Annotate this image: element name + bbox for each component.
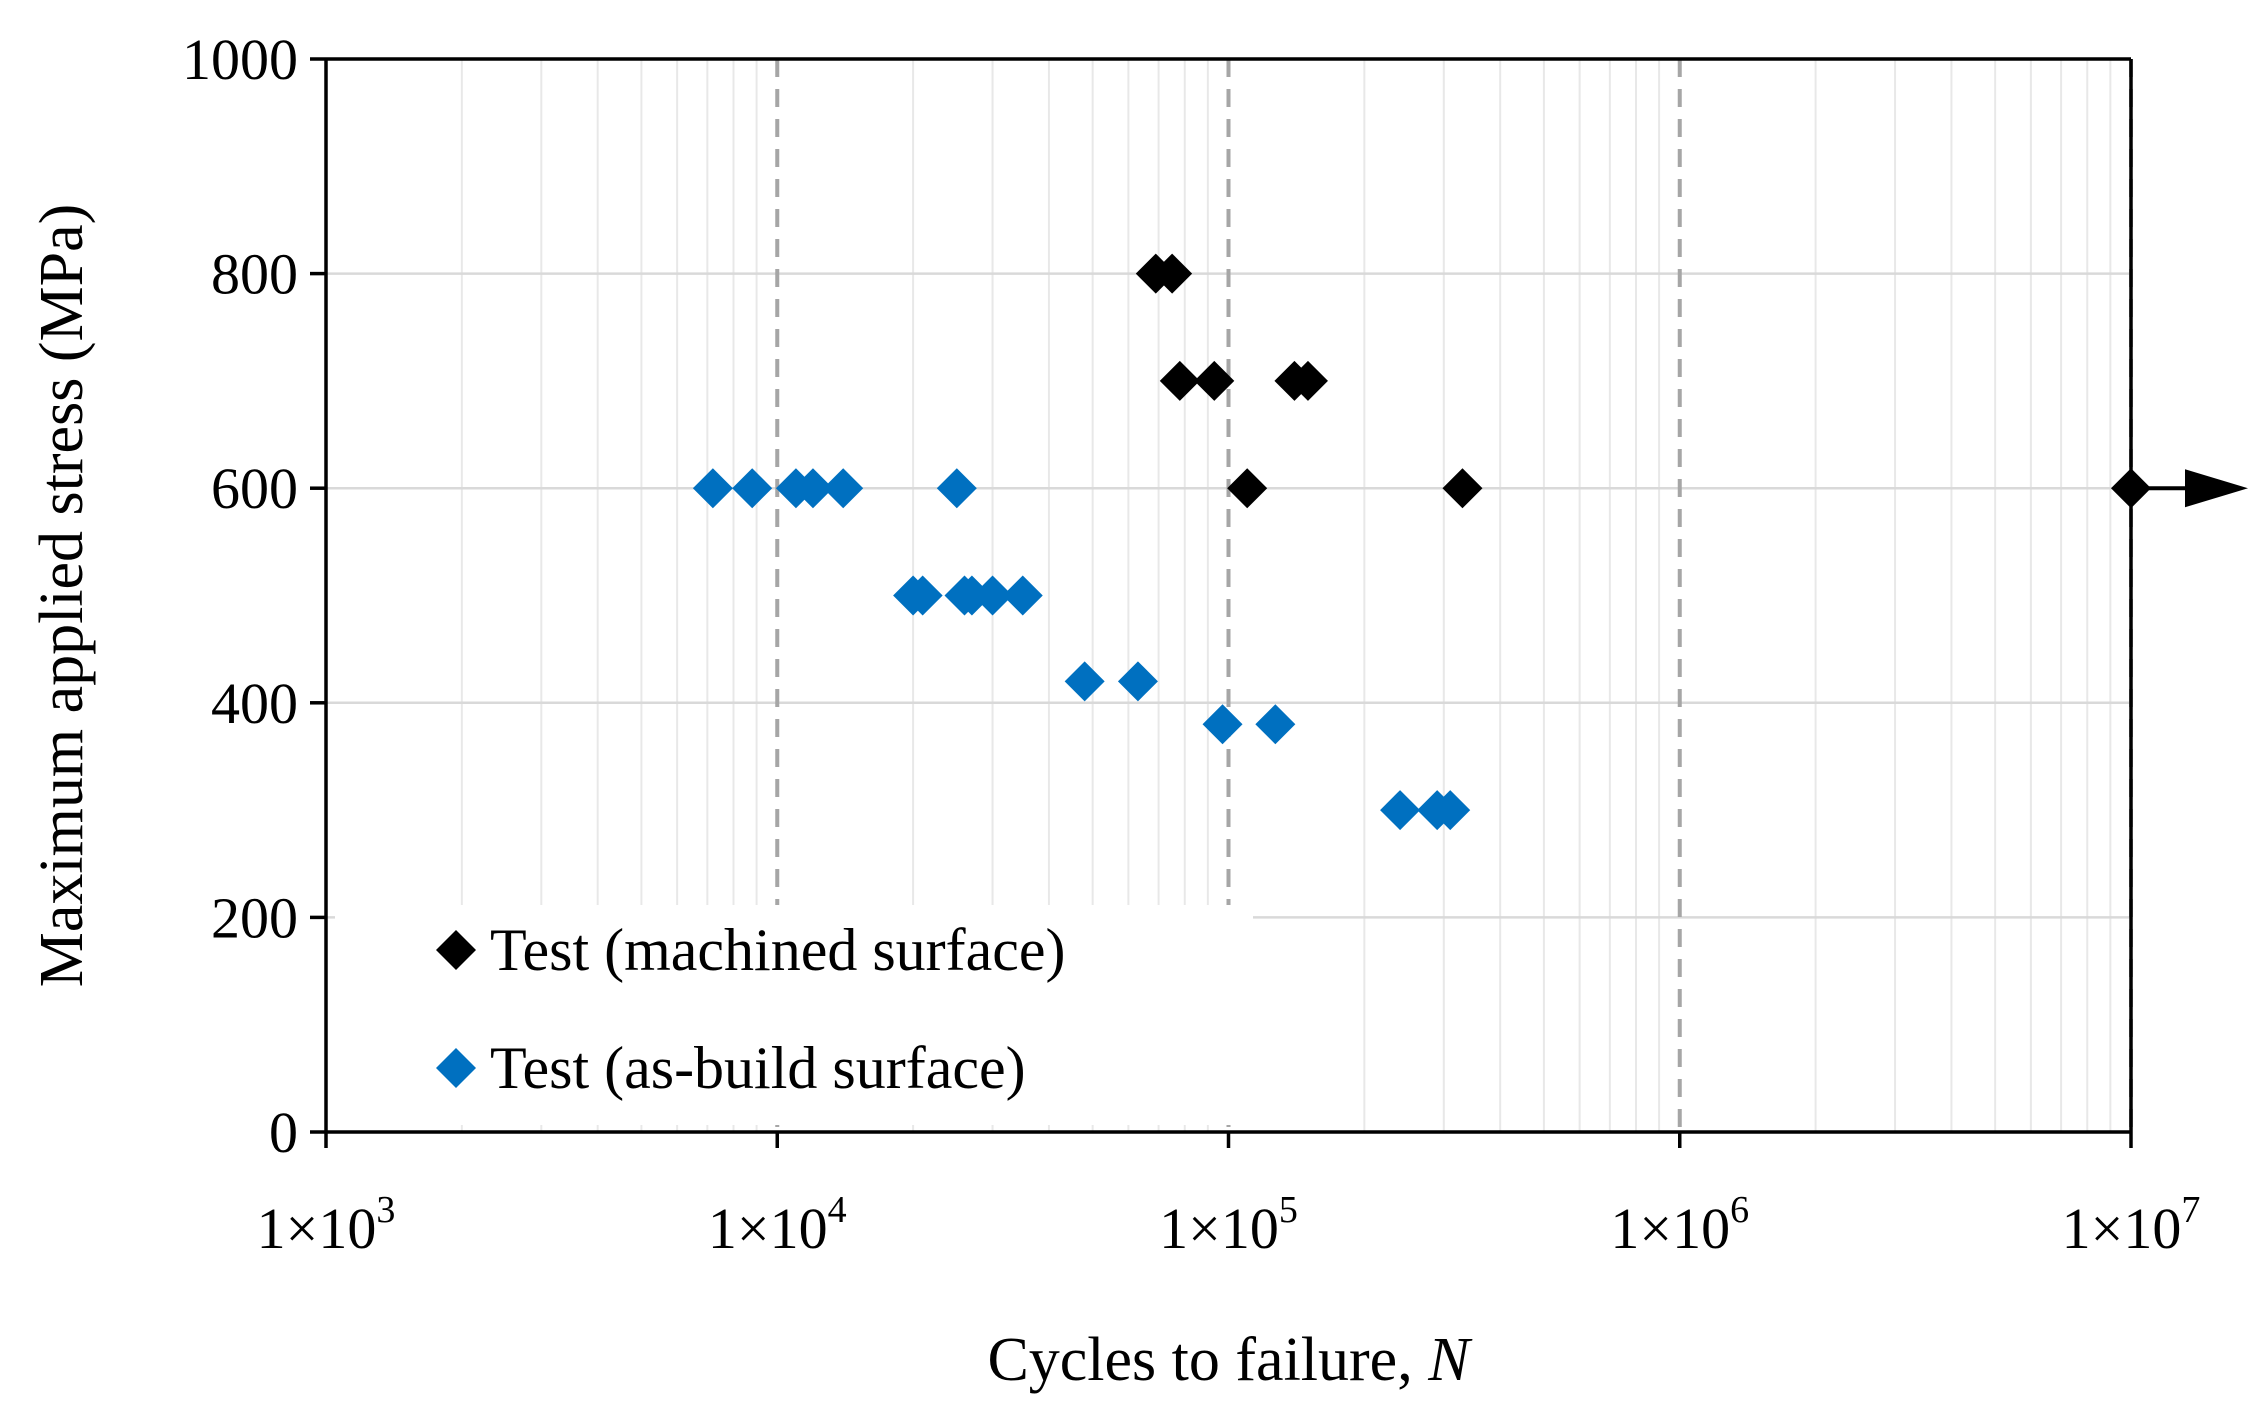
data-point (732, 468, 773, 509)
data-point (1064, 661, 1105, 702)
x-tick-label: 1×104 (708, 1189, 847, 1261)
data-point (1255, 704, 1296, 745)
data-point (1202, 704, 1243, 745)
y-tick-label: 600 (211, 456, 298, 521)
x-tick-label: 1×106 (1610, 1189, 1749, 1261)
x-tick-label-mantissa: 1×10 (708, 1196, 828, 1261)
x-axis-ticks: 1×103 1×104 1×105 1×106 1×107 (257, 1132, 2201, 1261)
x-axis-title-main: Cycles to failure, (987, 1326, 1428, 1394)
data-point (1002, 575, 1043, 616)
x-tick-label: 1×105 (1159, 1189, 1298, 1261)
y-tick-label: 400 (211, 671, 298, 736)
data-point (972, 575, 1013, 616)
x-tick-label-exponent: 3 (376, 1189, 395, 1231)
runout-arrow (2149, 469, 2248, 508)
legend-marker (436, 930, 476, 970)
x-tick-label: 1×103 (257, 1189, 396, 1261)
data-point (692, 468, 733, 509)
legend-label: Test (machined surface) (490, 917, 1066, 983)
data-point (951, 575, 992, 616)
data-point (2111, 468, 2151, 509)
y-tick-label: 0 (269, 1100, 298, 1165)
x-tick-label-exponent: 6 (1730, 1189, 1749, 1231)
data-point (1117, 661, 1158, 702)
data-point (1152, 253, 1193, 294)
y-axis-title: Maximum applied stress (MPa) (28, 204, 96, 988)
x-tick-label-mantissa: 1×10 (1159, 1196, 1279, 1261)
x-tick-label-mantissa: 1×10 (2062, 1196, 2182, 1261)
data-point (1380, 790, 1421, 831)
legend: Test (machined surface) Test (as-build su… (335, 905, 1253, 1125)
y-tick-label: 200 (211, 885, 298, 950)
legend-label: Test (as-build surface) (490, 1035, 1026, 1101)
x-tick-label-mantissa: 1×10 (1610, 1196, 1730, 1261)
x-axis-title-variable: N (1427, 1326, 1473, 1394)
data-point (1159, 360, 1200, 401)
legend-marker (436, 1048, 476, 1088)
axes (324, 57, 2133, 1134)
data-point (1442, 468, 1483, 509)
y-tick-label: 1000 (182, 27, 298, 92)
x-tick-label-mantissa: 1×10 (257, 1196, 377, 1261)
x-tick-label: 1×107 (2062, 1189, 2201, 1261)
data-point (936, 468, 977, 509)
data-point (1430, 790, 1471, 831)
legend-box (335, 905, 1253, 1125)
runout-arrow-head (2185, 469, 2248, 508)
data-points (692, 253, 2151, 831)
data-point (902, 575, 943, 616)
x-tick-label-exponent: 4 (828, 1189, 847, 1231)
x-tick-label-exponent: 7 (2181, 1189, 2200, 1231)
data-point (792, 468, 833, 509)
data-point (1287, 360, 1328, 401)
x-axis-title: Cycles to failure, N (987, 1326, 1473, 1394)
y-tick-label: 800 (211, 242, 298, 307)
data-point (1227, 468, 1268, 509)
data-point (1194, 360, 1235, 401)
x-tick-label-exponent: 5 (1279, 1189, 1298, 1231)
y-axis-ticks: 0 200 400 600 800 1000 (182, 27, 326, 1165)
data-point (823, 468, 864, 509)
